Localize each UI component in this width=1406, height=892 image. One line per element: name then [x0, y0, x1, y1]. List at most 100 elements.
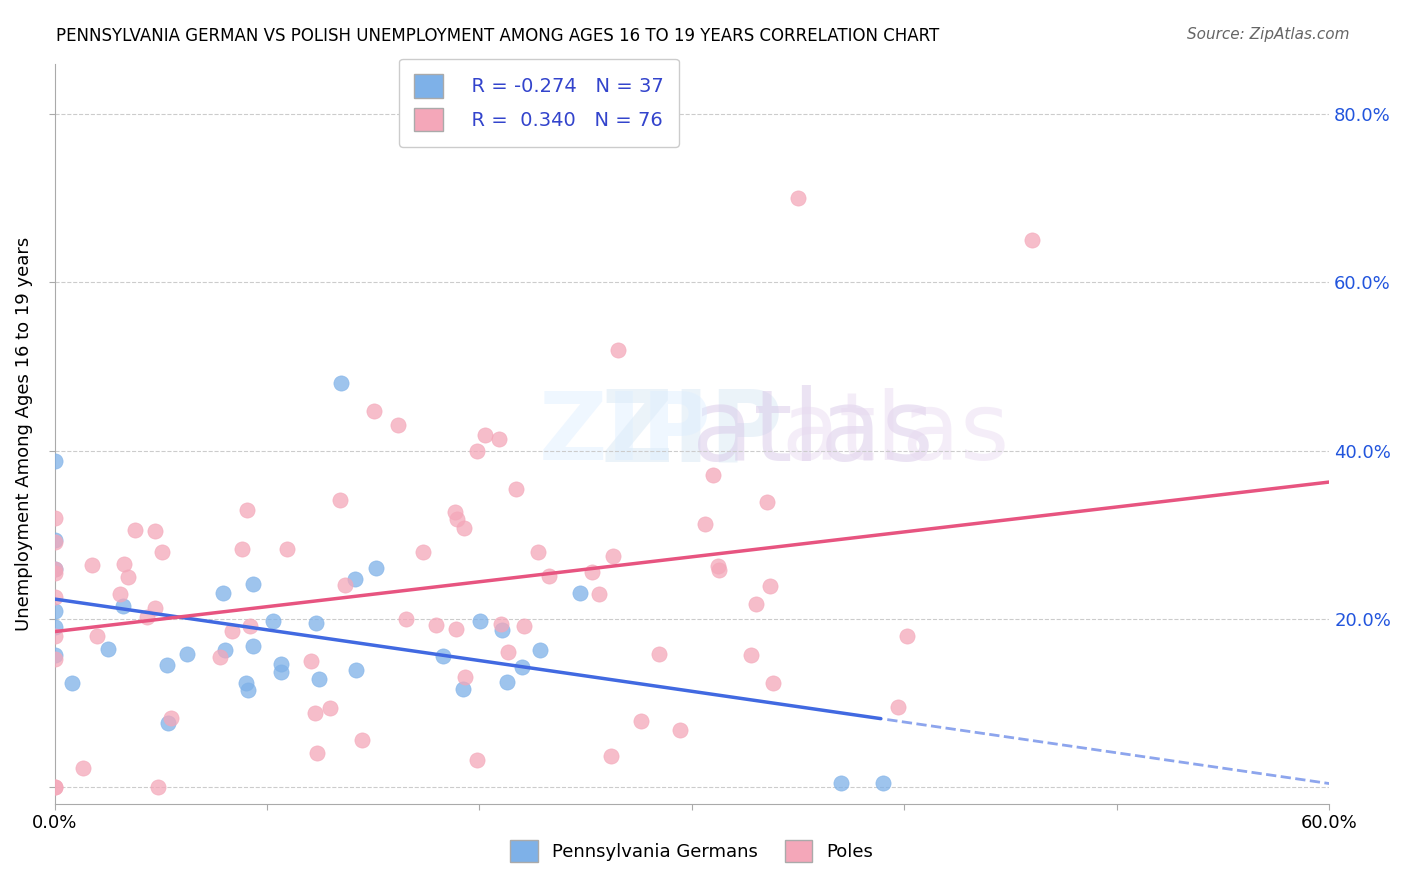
Point [112, 558, 135, 572]
Point [496, 644, 519, 658]
Point [160, 711, 183, 725]
Point [669, 723, 692, 738]
Point [872, 776, 894, 790]
Point [505, 482, 527, 496]
Point [432, 649, 454, 664]
Point [756, 495, 779, 509]
Point [630, 714, 652, 728]
Point [513, 619, 536, 633]
Point [346, 663, 368, 677]
Text: ZIP: ZIP [538, 388, 711, 480]
Point [648, 647, 671, 661]
Point [276, 542, 298, 557]
Legend:   R = -0.274   N = 37,   R =  0.340   N = 76: R = -0.274 N = 37, R = 0.340 N = 76 [399, 59, 679, 147]
Point [496, 675, 519, 690]
Point [86, 629, 108, 643]
Point [707, 559, 730, 574]
Text: PENNSYLVANIA GERMAN VS POLISH UNEMPLOYMENT AMONG AGES 16 TO 19 YEARS CORRELATION: PENNSYLVANIA GERMAN VS POLISH UNEMPLOYME… [56, 27, 939, 45]
Text: atlas: atlas [782, 388, 1010, 480]
Point [124, 524, 146, 538]
Point [363, 404, 385, 418]
Point [693, 517, 716, 532]
Point [319, 701, 342, 715]
Text: atlas: atlas [692, 385, 934, 483]
Point [44, 533, 66, 547]
Point [444, 623, 467, 637]
Point [231, 541, 253, 556]
Point [117, 570, 139, 584]
Point [44, 562, 66, 576]
Y-axis label: Unemployment Among Ages 16 to 19 years: Unemployment Among Ages 16 to 19 years [15, 236, 32, 631]
Point [745, 597, 768, 611]
Point [602, 549, 624, 564]
Point [44, 562, 66, 576]
Point [446, 512, 468, 526]
Point [510, 659, 533, 673]
Point [600, 749, 623, 764]
Point [304, 706, 326, 720]
Point [350, 733, 373, 747]
Point [242, 639, 264, 653]
Point [270, 665, 292, 680]
Point [343, 572, 366, 586]
Point [44, 652, 66, 666]
Point [44, 535, 66, 549]
Point [830, 776, 852, 790]
Point [143, 524, 166, 538]
Point [236, 682, 259, 697]
Point [395, 612, 418, 626]
Point [759, 579, 782, 593]
Point [538, 569, 561, 583]
Point [465, 754, 488, 768]
Point [208, 650, 231, 665]
Point [330, 376, 353, 391]
Point [335, 578, 357, 592]
Point [896, 629, 918, 643]
Point [465, 443, 488, 458]
Point [387, 418, 409, 433]
Point [44, 590, 66, 604]
Point [527, 545, 550, 559]
Point [44, 629, 66, 643]
Point [108, 586, 131, 600]
Point [299, 654, 322, 668]
Point [242, 576, 264, 591]
Point [262, 614, 284, 628]
Point [787, 191, 810, 205]
Point [308, 672, 330, 686]
Point [44, 604, 66, 618]
Point [468, 615, 491, 629]
Point [143, 600, 166, 615]
Point [270, 657, 292, 671]
Point [453, 521, 475, 535]
Point [491, 623, 513, 637]
Point [412, 544, 434, 558]
Point [702, 467, 724, 482]
Point [305, 616, 328, 631]
Point [236, 503, 259, 517]
Point [606, 343, 628, 357]
Point [581, 565, 603, 579]
Point [529, 643, 551, 657]
Point [176, 648, 198, 662]
Point [239, 619, 262, 633]
Point [44, 511, 66, 525]
Point [44, 648, 66, 662]
Point [156, 715, 179, 730]
Point [44, 780, 66, 794]
Point [150, 545, 173, 559]
Point [451, 681, 474, 696]
Point [425, 618, 447, 632]
Point [44, 566, 66, 580]
Point [709, 563, 731, 577]
Point [235, 675, 257, 690]
Point [156, 657, 179, 672]
Point [474, 427, 496, 442]
Point [97, 642, 120, 657]
Point [44, 780, 66, 794]
Point [214, 642, 236, 657]
Point [762, 675, 785, 690]
Point [491, 616, 513, 631]
Text: ZIP: ZIP [600, 385, 783, 483]
Point [366, 560, 388, 574]
